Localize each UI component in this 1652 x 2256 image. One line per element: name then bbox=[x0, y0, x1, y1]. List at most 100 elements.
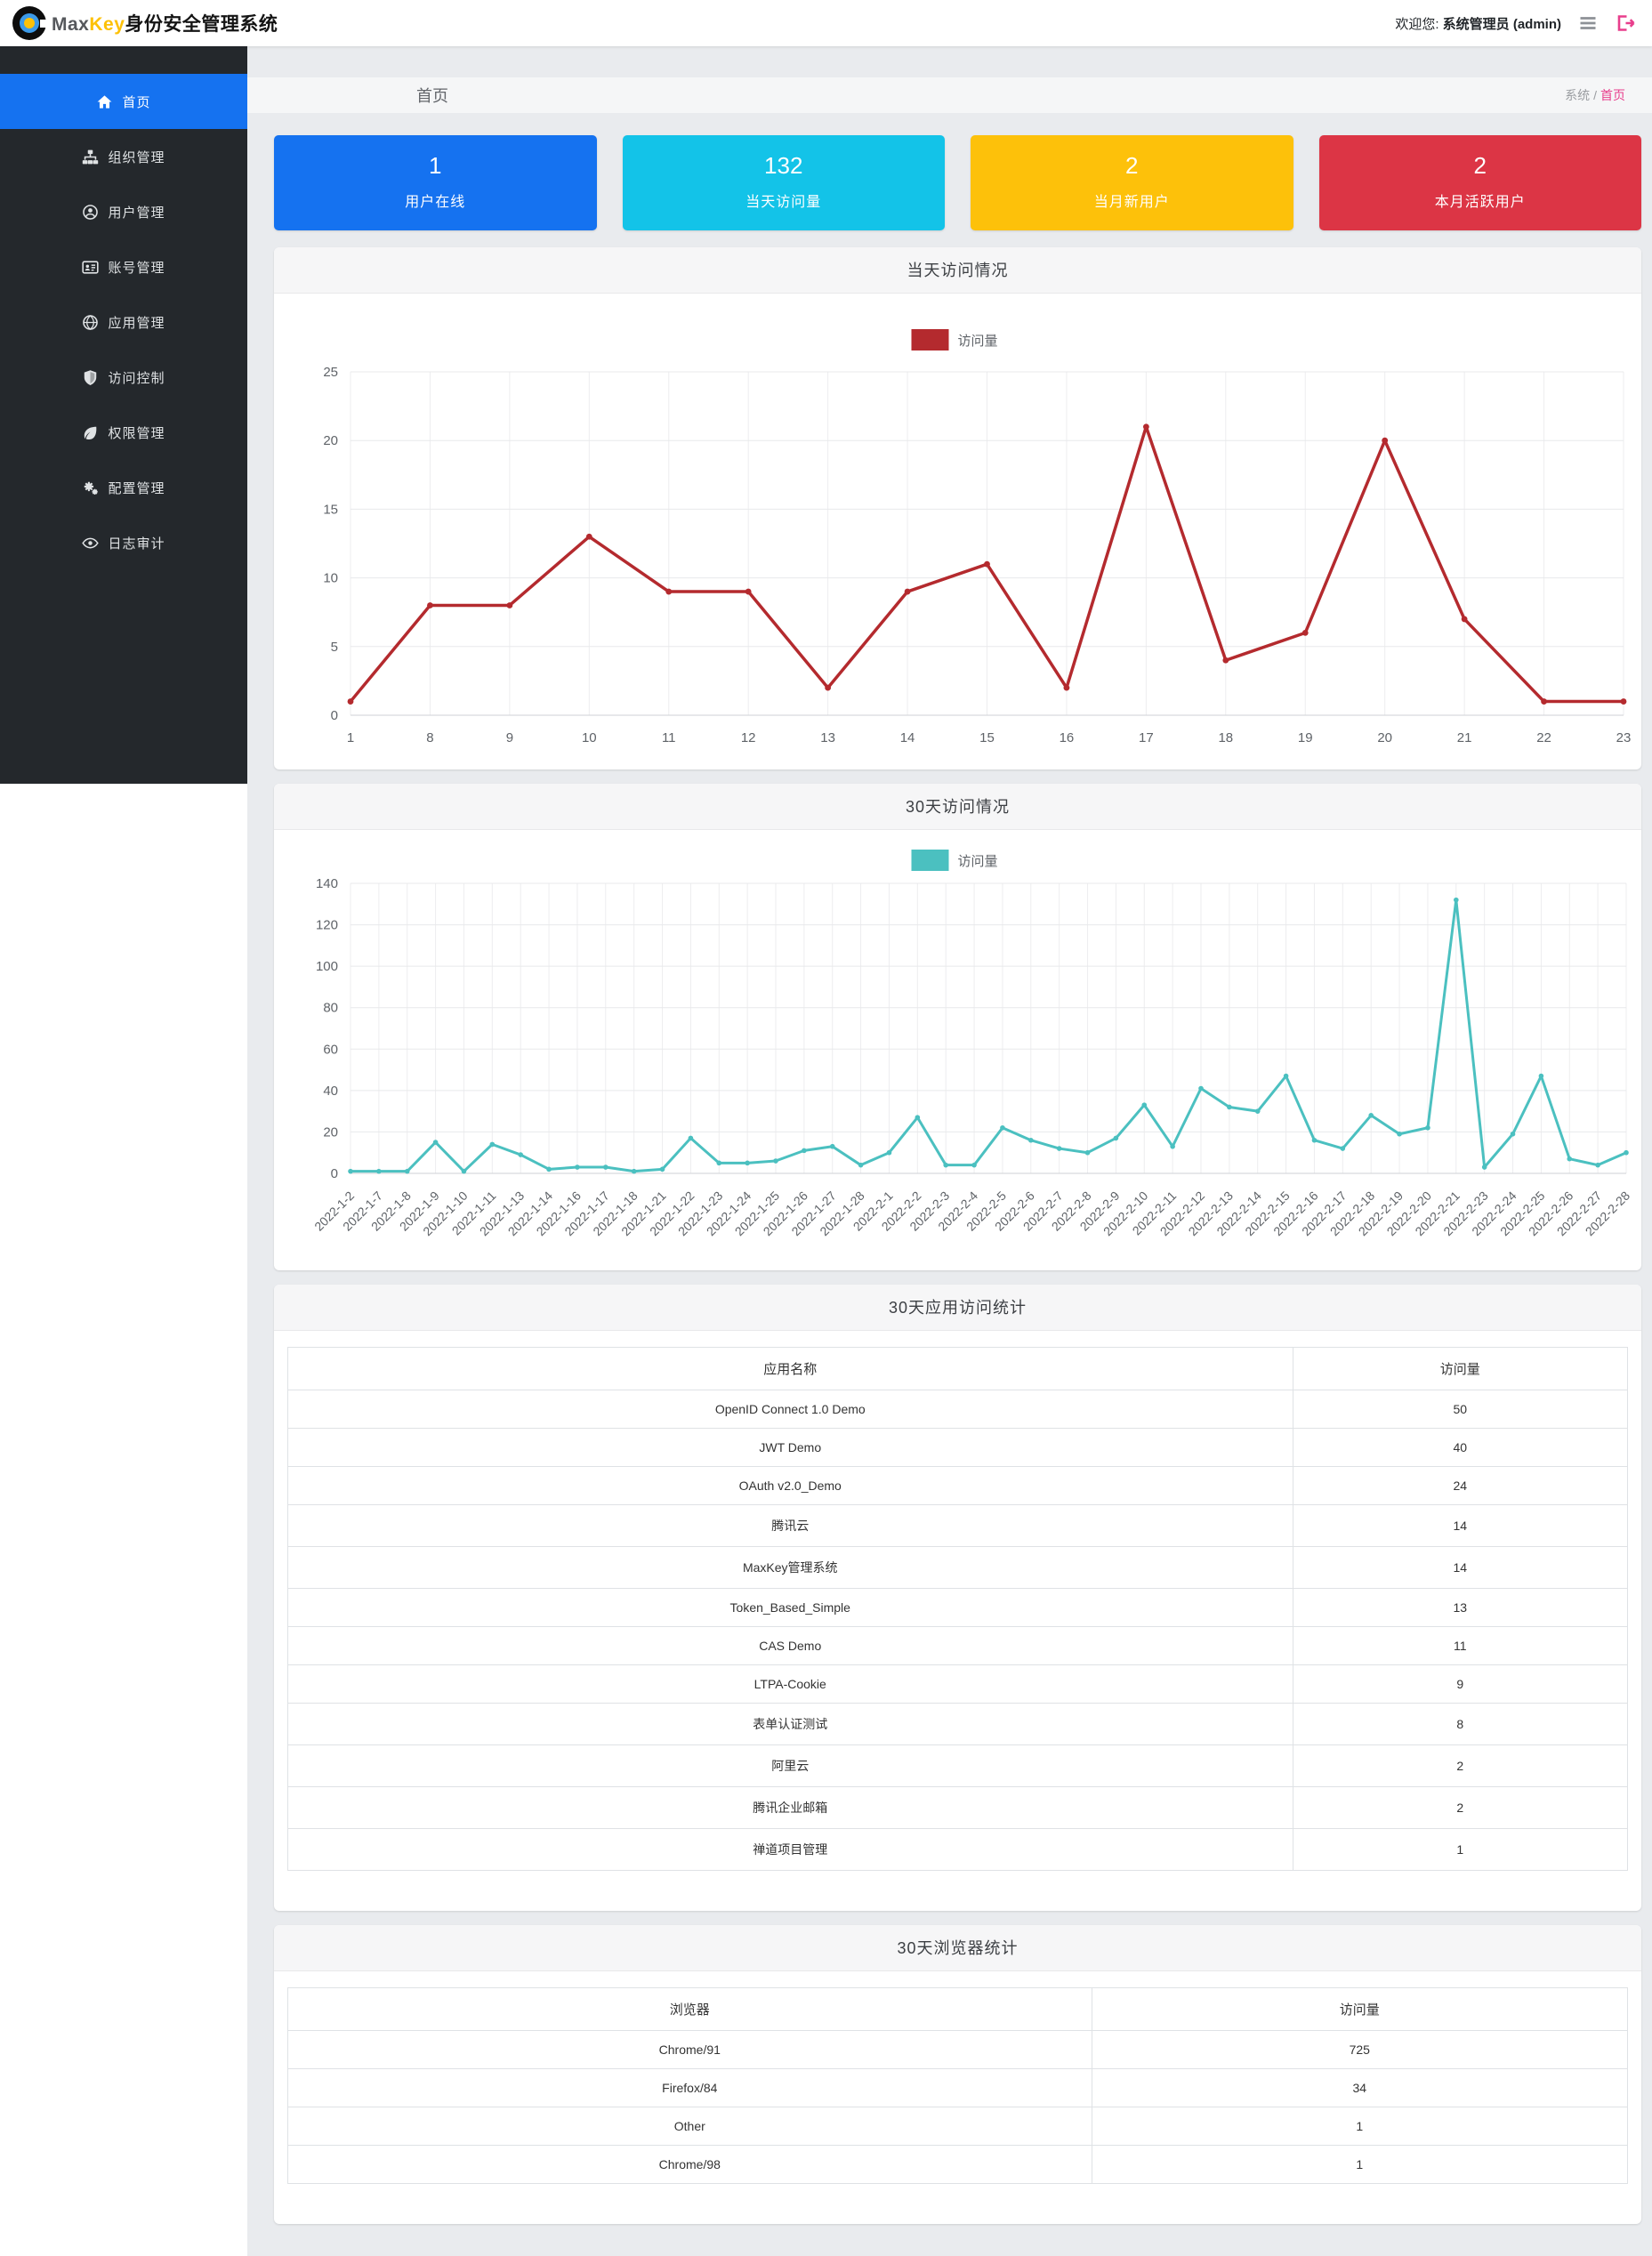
panel-today-visits: 当天访问情况 0 5 10 15 20 25 1 8 9 10 11 12 13 14 15 16 17 18 19… bbox=[274, 247, 1641, 769]
svg-text:80: 80 bbox=[323, 1001, 338, 1016]
table-row: 表单认证测试 8 bbox=[287, 1703, 1628, 1745]
svg-text:13: 13 bbox=[820, 730, 835, 745]
svg-text:0: 0 bbox=[331, 708, 338, 723]
sidebar-item-accounts[interactable]: 账号管理 bbox=[0, 239, 247, 294]
sidebar-item-permissions[interactable]: 权限管理 bbox=[0, 405, 247, 460]
svg-text:9: 9 bbox=[506, 730, 513, 745]
stat-cards-row: 1 用户在线 132 当天访问量 2 当月新用户 2 本月活跃用户 bbox=[274, 135, 1641, 230]
cell: OAuth v2.0_Demo bbox=[287, 1466, 1293, 1505]
stat-card-value: 2 bbox=[1473, 152, 1487, 179]
cell: 1 bbox=[1091, 2145, 1629, 2184]
svg-text:1: 1 bbox=[347, 730, 354, 745]
stat-card-label: 当天访问量 bbox=[745, 195, 822, 210]
svg-text:15: 15 bbox=[323, 502, 338, 517]
svg-text:10: 10 bbox=[582, 730, 597, 745]
svg-text:18: 18 bbox=[1218, 730, 1233, 745]
stat-card-online-users: 1 用户在线 bbox=[274, 135, 597, 230]
panel-monthly-visits: 30天访问情况 0 20 40 60 80 100 120 140 2022-1-2 2022-1… bbox=[274, 784, 1641, 1270]
table-row: Token_Based_Simple 13 bbox=[287, 1588, 1628, 1627]
table-row: JWT Demo 40 bbox=[287, 1428, 1628, 1467]
shield-icon bbox=[82, 369, 99, 386]
table-row: LTPA-Cookie 9 bbox=[287, 1664, 1628, 1704]
svg-text:40: 40 bbox=[323, 1084, 338, 1099]
cell: 阿里云 bbox=[287, 1744, 1293, 1787]
col-header: 浏览器 bbox=[287, 1987, 1092, 2031]
cell: 8 bbox=[1292, 1703, 1628, 1745]
svg-text:访问量: 访问量 bbox=[958, 854, 998, 869]
breadcrumb-current[interactable]: 首页 bbox=[1600, 88, 1625, 102]
stat-card-label: 当月新用户 bbox=[1093, 195, 1170, 210]
panel-app-stats: 30天应用访问统计 应用名称 访问量 OpenID Connect 1.0 Demo… bbox=[274, 1285, 1641, 1911]
sitemap-icon bbox=[82, 149, 99, 165]
table-row: OAuth v2.0_Demo 24 bbox=[287, 1466, 1628, 1505]
browser-stats-table: 浏览器 访问量 Chrome/91 725 Firefox/84 34 Other 1 Chro… bbox=[287, 1987, 1629, 2184]
eye-icon bbox=[82, 535, 100, 552]
cell: 34 bbox=[1091, 2068, 1629, 2107]
panel-title-app-stats: 30天应用访问统计 bbox=[888, 1299, 1027, 1317]
cell: MaxKey管理系统 bbox=[287, 1546, 1293, 1589]
sidebar-item-label: 日志审计 bbox=[108, 536, 165, 552]
breadcrumb: 系统 / 首页 bbox=[1565, 86, 1625, 104]
sidebar-menu: 首页组织管理用户管理账号管理应用管理 访问控制 权限管理配置管理日志审计 bbox=[0, 46, 247, 784]
svg-text:0: 0 bbox=[331, 1166, 338, 1181]
cell: CAS Demo bbox=[287, 1626, 1293, 1665]
table-header-row: 应用名称 访问量 bbox=[287, 1347, 1628, 1390]
cell: Other bbox=[287, 2107, 1092, 2146]
svg-text:5: 5 bbox=[331, 640, 338, 655]
table-row: OpenID Connect 1.0 Demo 50 bbox=[287, 1390, 1628, 1429]
sidebar-item-access-control[interactable]: 访问控制 bbox=[0, 350, 247, 405]
app-stats-table: 应用名称 访问量 OpenID Connect 1.0 Demo 50 JWT Demo… bbox=[287, 1347, 1628, 1871]
stat-card-value: 132 bbox=[764, 152, 803, 179]
table-row: 阿里云 2 bbox=[287, 1744, 1628, 1787]
leaf-icon bbox=[82, 424, 99, 441]
svg-text:15: 15 bbox=[979, 730, 995, 745]
sidebar-item-home[interactable]: 首页 bbox=[0, 74, 247, 129]
sidebar-item-label: 组织管理 bbox=[108, 149, 165, 165]
stat-card-value: 2 bbox=[1125, 152, 1139, 179]
app-header: MaxKey身份安全管理系统 欢迎您: 系统管理员 (admin) bbox=[0, 0, 1652, 46]
cell: 1 bbox=[1091, 2107, 1629, 2146]
cell: Chrome/98 bbox=[287, 2145, 1092, 2184]
cell: 1 bbox=[1292, 1828, 1628, 1871]
svg-text:100: 100 bbox=[316, 959, 338, 974]
svg-text:22: 22 bbox=[1536, 730, 1551, 745]
cell: 725 bbox=[1091, 2030, 1629, 2069]
cell: 50 bbox=[1292, 1390, 1628, 1429]
cell: Firefox/84 bbox=[287, 2068, 1092, 2107]
welcome-text: 欢迎您: 系统管理员 (admin) bbox=[1395, 16, 1561, 32]
globe-icon bbox=[82, 314, 99, 331]
cell: Chrome/91 bbox=[287, 2030, 1092, 2069]
id-card-icon bbox=[82, 259, 100, 276]
cell: 40 bbox=[1292, 1428, 1628, 1467]
sidebar-item-label: 账号管理 bbox=[108, 260, 165, 276]
svg-text:21: 21 bbox=[1457, 730, 1472, 745]
table-row: 禅道项目管理 1 bbox=[287, 1828, 1628, 1871]
cell: 13 bbox=[1292, 1588, 1628, 1627]
logout-icon[interactable] bbox=[1615, 12, 1636, 34]
cell: 2 bbox=[1292, 1786, 1628, 1829]
svg-text:访问量: 访问量 bbox=[958, 334, 998, 349]
svg-text:60: 60 bbox=[323, 1042, 338, 1057]
sidebar-item-label: 配置管理 bbox=[108, 480, 165, 496]
sidebar-item-audit[interactable]: 日志审计 bbox=[0, 515, 247, 570]
table-row: 腾讯企业邮箱 2 bbox=[287, 1786, 1628, 1829]
sidebar-item-config[interactable]: 配置管理 bbox=[0, 460, 247, 515]
cell: 24 bbox=[1292, 1466, 1628, 1505]
col-header: 应用名称 bbox=[287, 1347, 1293, 1390]
sidebar-item-apps[interactable]: 应用管理 bbox=[0, 294, 247, 350]
sidebar-item-org[interactable]: 组织管理 bbox=[0, 129, 247, 184]
table-row: Firefox/84 34 bbox=[287, 2068, 1629, 2107]
cell: JWT Demo bbox=[287, 1428, 1293, 1467]
svg-text:19: 19 bbox=[1298, 730, 1313, 745]
sidebar-item-users[interactable]: 用户管理 bbox=[0, 184, 247, 239]
svg-text:10: 10 bbox=[323, 571, 338, 586]
svg-text:20: 20 bbox=[323, 433, 338, 448]
menu-toggle-icon[interactable] bbox=[1577, 12, 1599, 34]
stat-card-today-visits: 132 当天访问量 bbox=[622, 135, 945, 230]
page-title: 首页 bbox=[416, 87, 448, 105]
stat-card-label: 本月活跃用户 bbox=[1434, 195, 1526, 210]
breadcrumb-root[interactable]: 系统 bbox=[1565, 88, 1591, 102]
table-row: 腾讯云 14 bbox=[287, 1504, 1628, 1547]
sidebar-item-label: 首页 bbox=[122, 94, 151, 110]
